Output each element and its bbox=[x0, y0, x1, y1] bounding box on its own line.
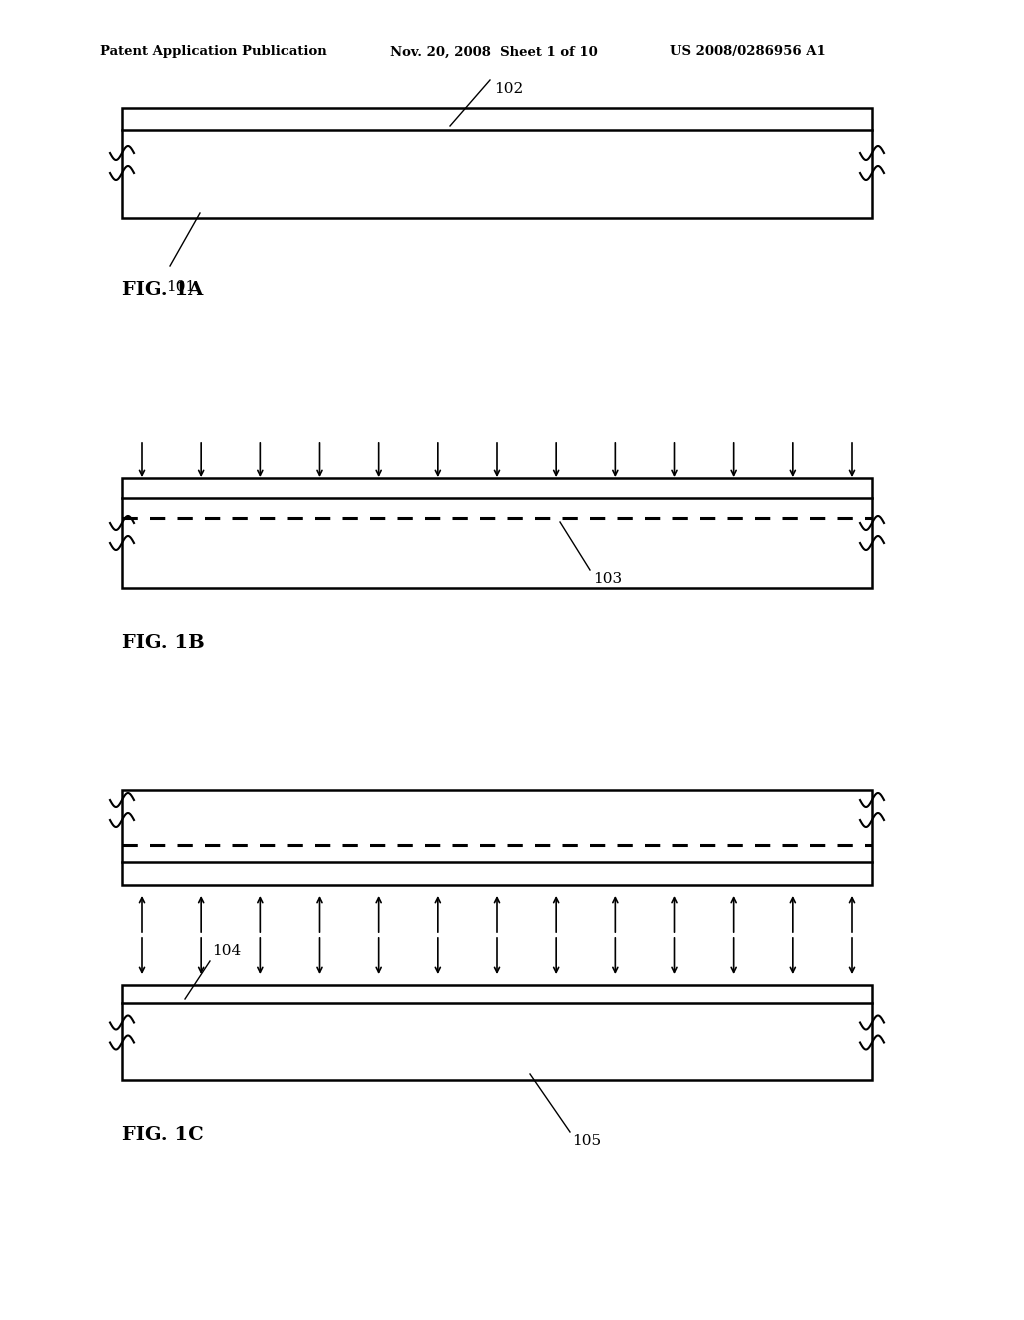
Bar bbox=[122, 478, 872, 587]
Text: Patent Application Publication: Patent Application Publication bbox=[100, 45, 327, 58]
Bar bbox=[122, 985, 872, 1080]
Text: FIG. 1C: FIG. 1C bbox=[122, 1126, 204, 1144]
Bar bbox=[122, 789, 872, 884]
Text: 105: 105 bbox=[572, 1134, 601, 1148]
Text: 103: 103 bbox=[593, 572, 623, 586]
Bar bbox=[122, 108, 872, 218]
Text: Nov. 20, 2008  Sheet 1 of 10: Nov. 20, 2008 Sheet 1 of 10 bbox=[390, 45, 598, 58]
Text: 101: 101 bbox=[166, 280, 196, 294]
Text: 102: 102 bbox=[494, 82, 523, 96]
Text: US 2008/0286956 A1: US 2008/0286956 A1 bbox=[670, 45, 825, 58]
Text: FIG. 1B: FIG. 1B bbox=[122, 634, 205, 652]
Text: FIG. 1A: FIG. 1A bbox=[122, 281, 203, 300]
Text: 104: 104 bbox=[212, 944, 242, 958]
